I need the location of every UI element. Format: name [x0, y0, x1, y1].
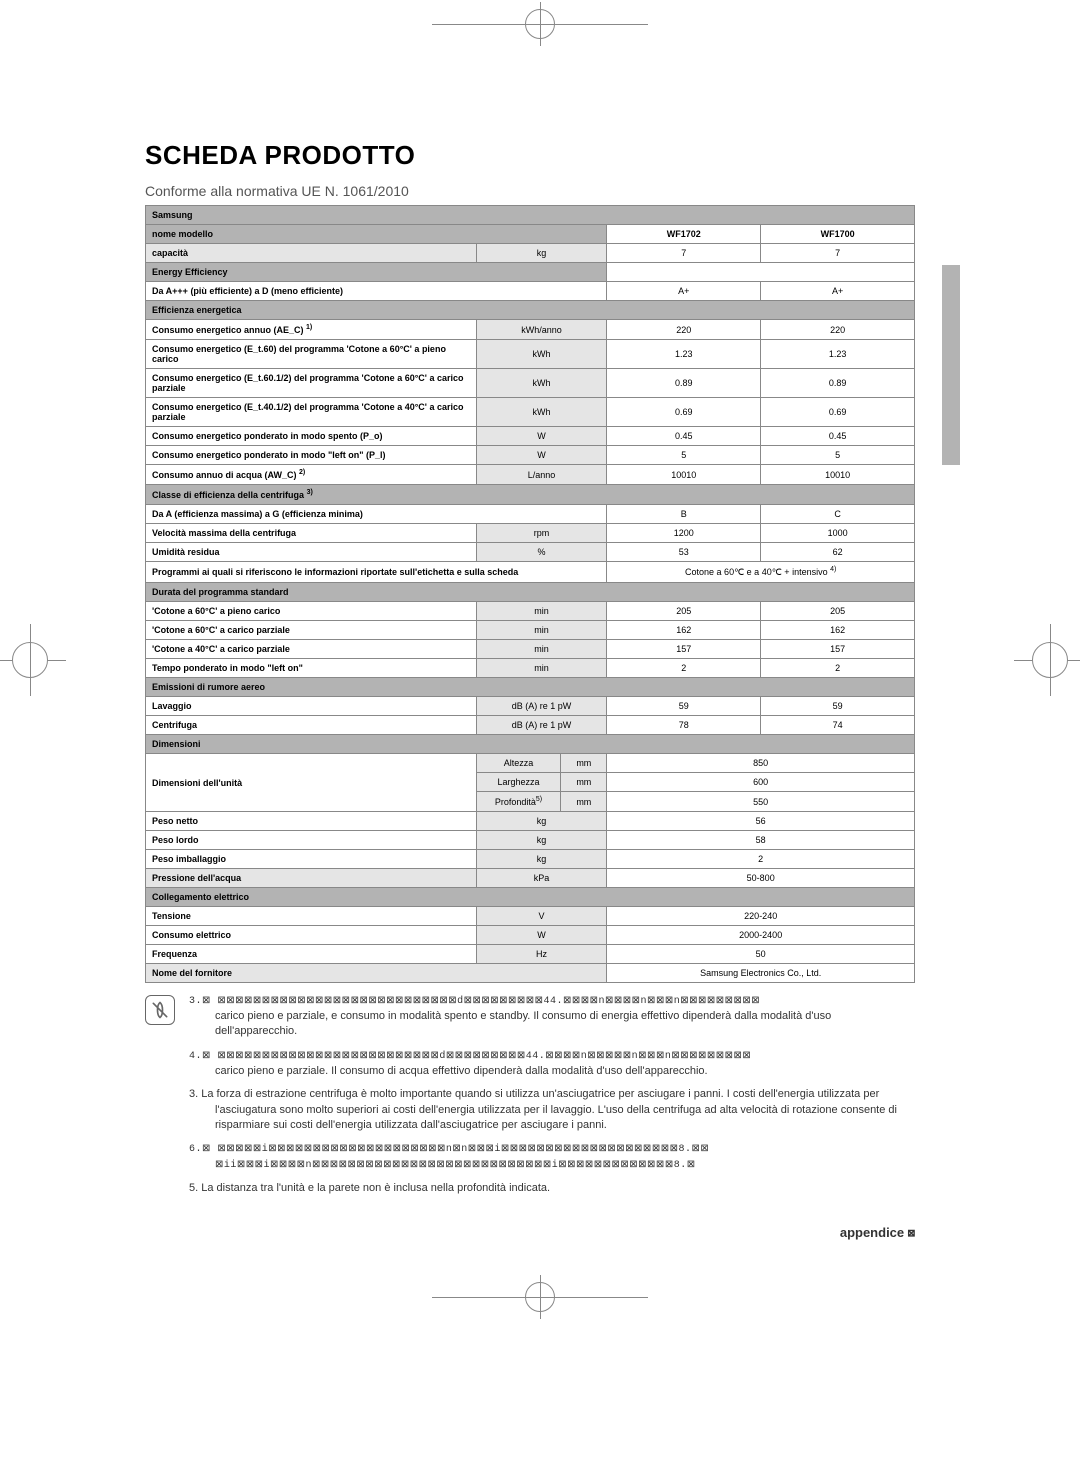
- crop-mark-bottom: [0, 1273, 1080, 1321]
- crop-mark-left: [10, 640, 50, 680]
- model-label: nome modello: [146, 225, 607, 244]
- model-2: WF1700: [761, 225, 915, 244]
- side-tab: [942, 265, 960, 465]
- page-title: SCHEDA PRODOTTO: [145, 140, 915, 171]
- footnotes: 3.⊠ ⊠⊠⊠⊠⊠⊠⊠⊠⊠⊠⊠⊠⊠⊠⊠⊠⊠⊠⊠⊠⊠⊠⊠⊠⊠⊠⊠d⊠⊠⊠⊠⊠⊠⊠⊠…: [145, 993, 915, 1205]
- crop-mark-top: [0, 0, 1080, 48]
- model-1: WF1702: [607, 225, 761, 244]
- spec-table: Samsung nome modello WF1702 WF1700 capac…: [145, 205, 915, 983]
- page-footer: appendice ⊠: [145, 1225, 915, 1241]
- brand-row: Samsung: [146, 206, 915, 225]
- page-subtitle: Conforme alla normativa UE N. 1061/2010: [145, 183, 915, 199]
- note-icon: [145, 995, 175, 1025]
- crop-mark-right: [1030, 640, 1070, 680]
